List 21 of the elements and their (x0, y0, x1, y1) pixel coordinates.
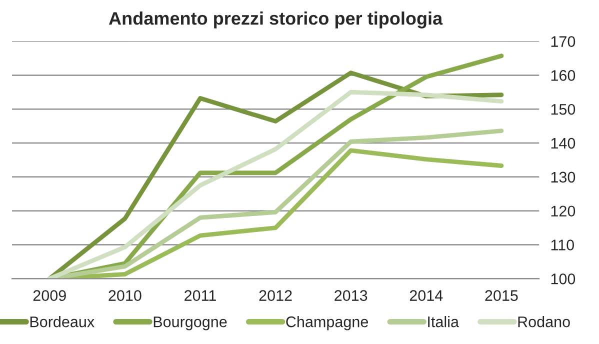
y-tick-label: 160 (551, 70, 576, 81)
chart-title: Andamento prezzi storico per tipologia (108, 12, 443, 28)
legend-label: Italia (428, 316, 459, 328)
legend-label: Bourgogne (154, 316, 227, 330)
x-tick-label: 2011 (184, 290, 216, 301)
x-tick-label: 2012 (259, 290, 292, 301)
x-tick-label: 2009 (33, 290, 66, 301)
legend-label: Champagne (286, 316, 368, 330)
x-tick-label: 2010 (108, 290, 142, 301)
legend-label: Bordeaux (30, 316, 94, 328)
y-tick-label: 120 (551, 206, 576, 217)
legend-label: Rodano (518, 316, 570, 328)
x-tick-label: 2014 (410, 290, 443, 301)
y-tick-label: 140 (551, 138, 576, 149)
y-tick-label: 110 (551, 240, 574, 250)
x-tick-label: 2013 (334, 290, 368, 301)
y-tick-label: 150 (551, 104, 576, 115)
y-tick-label: 130 (551, 172, 576, 183)
x-tick-label: 2015 (485, 290, 518, 301)
y-tick-label: 100 (551, 274, 576, 284)
y-tick-label: 170 (551, 36, 576, 47)
